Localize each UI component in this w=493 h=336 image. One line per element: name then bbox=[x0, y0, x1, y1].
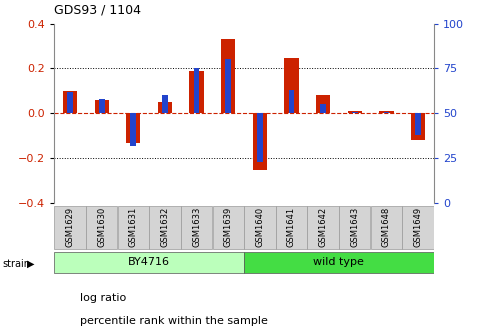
Text: GSM1631: GSM1631 bbox=[129, 207, 138, 247]
Bar bbox=[257, 114, 263, 162]
Text: GSM1640: GSM1640 bbox=[255, 207, 264, 247]
Bar bbox=[131, 114, 136, 146]
Bar bbox=[316, 95, 330, 114]
Text: GSM1639: GSM1639 bbox=[224, 207, 233, 247]
Bar bbox=[225, 59, 231, 114]
Bar bbox=[221, 39, 235, 114]
Bar bbox=[288, 90, 294, 114]
Bar bbox=[253, 114, 267, 170]
Bar bbox=[86, 206, 117, 249]
Text: GSM1641: GSM1641 bbox=[287, 207, 296, 247]
Bar bbox=[284, 58, 299, 114]
Text: strain: strain bbox=[2, 259, 31, 269]
Bar bbox=[54, 252, 244, 273]
Bar bbox=[158, 102, 172, 114]
Bar bbox=[118, 206, 149, 249]
Text: GSM1632: GSM1632 bbox=[160, 207, 170, 247]
Bar bbox=[194, 69, 200, 114]
Bar bbox=[379, 111, 393, 114]
Text: GSM1642: GSM1642 bbox=[318, 207, 328, 247]
Bar bbox=[149, 206, 180, 249]
Bar bbox=[189, 71, 204, 114]
Text: ▶: ▶ bbox=[27, 259, 35, 269]
Bar bbox=[371, 206, 402, 249]
Bar bbox=[348, 111, 362, 114]
Bar bbox=[402, 206, 434, 249]
Bar bbox=[181, 206, 212, 249]
Bar bbox=[95, 100, 109, 114]
Bar bbox=[320, 104, 326, 114]
Bar bbox=[276, 206, 307, 249]
Text: GSM1630: GSM1630 bbox=[97, 207, 106, 247]
Text: GSM1633: GSM1633 bbox=[192, 207, 201, 247]
Bar bbox=[352, 112, 357, 114]
Bar bbox=[244, 252, 434, 273]
Text: log ratio: log ratio bbox=[80, 293, 126, 303]
Text: GDS93 / 1104: GDS93 / 1104 bbox=[54, 4, 141, 17]
Bar bbox=[384, 112, 389, 114]
Text: percentile rank within the sample: percentile rank within the sample bbox=[80, 316, 268, 326]
Bar bbox=[54, 206, 86, 249]
Bar bbox=[415, 114, 421, 135]
Bar bbox=[99, 99, 105, 114]
Text: GSM1629: GSM1629 bbox=[66, 207, 74, 247]
Bar bbox=[67, 92, 73, 114]
Text: GSM1649: GSM1649 bbox=[414, 207, 423, 247]
Bar bbox=[126, 114, 141, 142]
Text: wild type: wild type bbox=[314, 257, 364, 267]
Bar bbox=[244, 206, 276, 249]
Bar bbox=[339, 206, 370, 249]
Bar bbox=[162, 95, 168, 114]
Bar bbox=[212, 206, 244, 249]
Text: GSM1643: GSM1643 bbox=[350, 207, 359, 247]
Bar bbox=[411, 114, 425, 140]
Text: BY4716: BY4716 bbox=[128, 257, 170, 267]
Text: GSM1648: GSM1648 bbox=[382, 207, 391, 247]
Bar bbox=[308, 206, 339, 249]
Bar bbox=[63, 91, 77, 114]
